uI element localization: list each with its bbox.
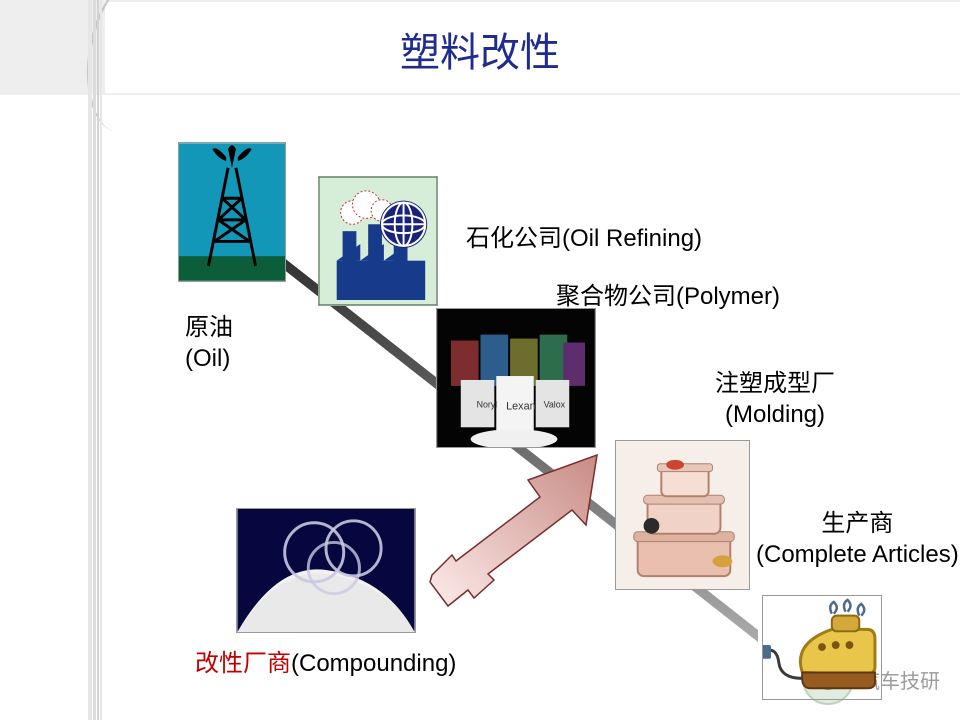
node-compounding: [236, 508, 416, 633]
node-polymer: Noryl Lexan Valox: [436, 308, 596, 448]
svg-text:Lexan: Lexan: [506, 401, 536, 413]
compounding-pellets-icon: [236, 508, 416, 633]
node-oil: [178, 142, 286, 282]
polymer-products-icon: Noryl Lexan Valox: [436, 308, 596, 448]
factory-icon: [318, 176, 438, 306]
node-articles: [762, 595, 882, 705]
compounding-arrow: [430, 455, 597, 606]
iron-icon: [762, 595, 882, 700]
svg-text:Valox: Valox: [544, 400, 566, 410]
page-title: 塑料改性: [0, 20, 960, 78]
molding-containers-icon: [615, 440, 750, 590]
svg-text:Noryl: Noryl: [477, 400, 498, 410]
oil-derrick-icon: [178, 142, 286, 282]
node-molding: [615, 440, 750, 590]
node-refining: [318, 176, 438, 306]
